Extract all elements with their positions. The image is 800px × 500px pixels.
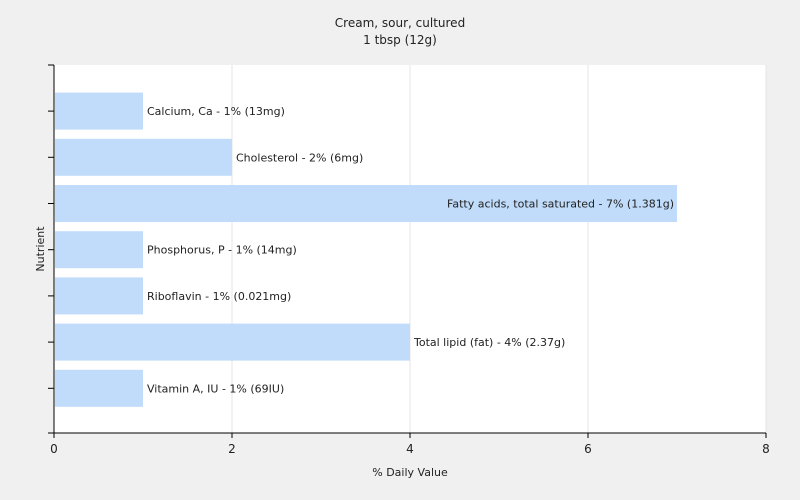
x-tick-label: 2 xyxy=(228,442,236,456)
y-axis-label: Nutrient xyxy=(34,226,47,272)
bar-labels: Calcium, Ca - 1% (13mg) Cholesterol - 2% … xyxy=(147,105,674,395)
chart-subtitle: 1 tbsp (12g) xyxy=(363,33,437,47)
chart-title: Cream, sour, cultured xyxy=(335,16,465,30)
bar-data-label: Total lipid (fat) - 4% (2.37g) xyxy=(413,336,565,349)
bar xyxy=(55,138,232,176)
bar xyxy=(55,323,410,361)
bar-data-label: Phosphorus, P - 1% (14mg) xyxy=(147,244,297,257)
bar xyxy=(55,185,677,222)
x-tick-label: 4 xyxy=(406,442,414,456)
bar-data-label: Cholesterol - 2% (6mg) xyxy=(236,151,363,164)
x-axis-label: % Daily Value xyxy=(372,466,448,479)
x-ticks: 0 2 4 6 8 xyxy=(50,433,770,456)
bars xyxy=(55,92,677,407)
y-ticks xyxy=(48,64,54,434)
grid-lines xyxy=(231,65,767,433)
bar xyxy=(55,277,143,315)
x-tick-label: 0 xyxy=(50,442,58,456)
x-tick-label: 6 xyxy=(584,442,592,456)
bar-data-label: Fatty acids, total saturated - 7% (1.381… xyxy=(447,198,674,211)
bar-data-label: Vitamin A, IU - 1% (69IU) xyxy=(147,382,284,395)
bar xyxy=(55,92,143,130)
bar-data-label: Riboflavin - 1% (0.021mg) xyxy=(147,290,291,303)
bar xyxy=(55,369,143,407)
bar xyxy=(55,231,143,269)
x-tick-label: 8 xyxy=(762,442,770,456)
bar-data-label: Calcium, Ca - 1% (13mg) xyxy=(147,105,285,118)
